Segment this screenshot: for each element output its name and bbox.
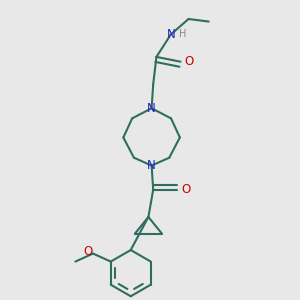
Text: O: O: [185, 55, 194, 68]
Text: N: N: [167, 28, 175, 41]
Text: N: N: [147, 159, 156, 172]
Text: N: N: [147, 102, 156, 115]
Text: O: O: [84, 245, 93, 258]
Text: O: O: [181, 183, 190, 196]
Text: H: H: [179, 29, 187, 39]
